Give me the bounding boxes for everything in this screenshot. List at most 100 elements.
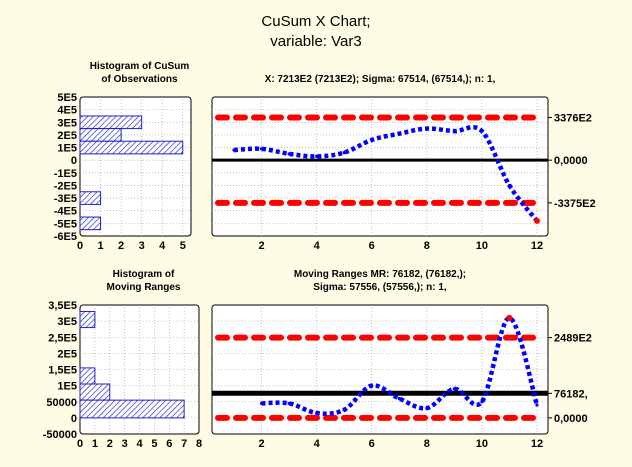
mr-histogram-y-tick-label: 2,5E5	[48, 332, 77, 344]
mr-control-x-tick-label: 12	[531, 438, 543, 450]
cusum-histogram-x-tick-label: 0	[77, 240, 83, 252]
mr-histogram-y-tick-label: -50000	[43, 429, 77, 441]
mr-control-data-point	[315, 411, 319, 415]
cusum-control-title-line-1: X: 7213E2 (7213E2); Sigma: 67514, (67514…	[265, 74, 496, 85]
cusum-control-x-tick-label: 12	[531, 240, 543, 252]
mr-histogram-x-tick-label: 8	[196, 438, 202, 450]
cusum-control-data-point	[533, 217, 540, 224]
cusum-control-x-tick-label: 4	[314, 240, 321, 252]
mr-histogram-x-tick-label: 0	[77, 438, 83, 450]
cusum-control-data-point	[287, 152, 291, 156]
mr-histogram-title-line-2: Moving Ranges	[107, 282, 181, 293]
cusum-control-series-line	[233, 125, 539, 223]
cusum-histogram-y-tick-label: -5E5	[54, 218, 77, 230]
cusum-control-limit-label: -3375E2	[554, 198, 596, 210]
mr-control-data-point	[287, 401, 291, 405]
cusum-control-x-tick-label: 10	[476, 240, 488, 252]
cusum-histogram-y-tick-label: 5E5	[57, 92, 77, 104]
cusum-control-data-point	[480, 129, 484, 133]
cusum-histogram-y-tick-label: -2E5	[54, 180, 77, 192]
mr-histogram-x-tick-label: 5	[151, 438, 157, 450]
cusum-histogram-y-tick-label: 0	[71, 155, 77, 167]
chart-subtitle: variable: Var3	[270, 33, 361, 50]
cusum-histogram-y-tick-label: 3E5	[57, 117, 77, 129]
cusum-histogram: 5E54E53E52E51E50-1E5-2E5-3E5-4E5-5E5-6E5…	[54, 61, 192, 252]
cusum-histogram-bar	[79, 140, 184, 155]
cusum-histogram-bar	[79, 128, 122, 142]
mr-histogram-title-line-1: Histogram of	[113, 269, 175, 280]
mr-control-title-line-1: Moving Ranges MR: 76182, (76182,);	[294, 269, 466, 280]
mr-control-x-tick-label: 8	[424, 438, 430, 450]
mr-histogram-y-tick-label: 1,5E5	[48, 365, 77, 377]
cusum-histogram-y-tick-label: 1E5	[57, 143, 77, 155]
cusum-histogram-x-tick-label: 3	[139, 240, 145, 252]
mr-control-data-point	[535, 403, 539, 407]
cusum-histogram-x-tick-label: 2	[118, 240, 124, 252]
cusum-histogram-x-tick-label: 5	[180, 240, 186, 252]
cusum-control-data-point	[452, 129, 456, 133]
cusum-control-data-point	[370, 138, 374, 142]
chart-title: CuSum X Chart;	[261, 13, 370, 30]
mr-control-limit-label: 76182,	[554, 388, 588, 400]
cusum-control-data-point	[259, 147, 264, 151]
mr-histogram-y-tick-label: 3E5	[57, 316, 77, 328]
mr-control-data-point	[370, 384, 374, 388]
mr-histogram-y-tick-label: 2E5	[57, 348, 77, 360]
cusum-histogram-y-tick-label: -6E5	[54, 231, 77, 243]
cusum-histogram-x-tick-label: 1	[97, 240, 103, 252]
mr-histogram-bar	[79, 310, 96, 329]
mr-control-title-line-2: Sigma: 57556, (57556,); n: 1,	[313, 282, 447, 293]
cusum-control-x-tick-label: 8	[424, 240, 430, 252]
mr-control-data-point	[425, 406, 429, 410]
cusum-control-data-point	[232, 148, 236, 152]
cusum-histogram-title-line-2: of Observations	[101, 74, 178, 85]
mr-control-x-tick-label: 2	[259, 438, 265, 450]
cusum-control-x-tick-label: 2	[259, 240, 265, 252]
cusum-control-data-point	[342, 151, 346, 155]
mr-histogram-x-tick-label: 6	[166, 438, 172, 450]
mr-control-limit-label: 2489E2	[554, 333, 592, 345]
mr-control-series-line	[261, 315, 540, 416]
cusum-histogram-y-tick-label: 2E5	[57, 130, 77, 142]
cusum-histogram-bar	[79, 191, 102, 205]
cusum-histogram-y-tick-label: 4E5	[57, 105, 77, 117]
mr-control-data-point	[342, 408, 346, 412]
mr-control-data-point	[480, 400, 484, 404]
cusum-control-limit-label: 0,0000	[554, 155, 588, 167]
cusum-histogram-y-tick-label: -3E5	[54, 193, 77, 205]
mr-histogram-x-tick-label: 2	[107, 438, 113, 450]
cusum-histogram-y-tick-label: -4E5	[54, 206, 77, 218]
cusum-control-limit-label: 3376E2	[554, 113, 592, 125]
mr-control-data-point	[506, 314, 513, 321]
cusum-histogram-x-tick-label: 4	[159, 240, 166, 252]
mr-histogram-x-tick-label: 3	[122, 438, 128, 450]
cusum-control-x-tick-label: 6	[369, 240, 375, 252]
mr-control-limit-label: 0,0000	[554, 413, 588, 425]
mr-histogram-y-tick-label: 50000	[46, 397, 77, 409]
cusum-histogram-bar	[79, 115, 143, 130]
cusum-control: 2 4 6 8 10 12 3376E2 0,0000 -3375E2 X: 7213E2 (72…	[211, 74, 596, 252]
mr-histogram-y-tick-label: 0	[71, 413, 77, 425]
mr-histogram-y-tick-label: 3,5E5	[48, 300, 77, 312]
mr-histogram-x-tick-label: 1	[92, 438, 98, 450]
cusum-histogram-y-tick-label: -1E5	[54, 168, 77, 180]
mr-control-data-point	[259, 401, 264, 405]
cusum-histogram-title-line-1: Histogram of CuSum	[90, 61, 190, 72]
mr-histogram-bar	[79, 383, 111, 401]
mr-control-x-tick-label: 4	[314, 438, 321, 450]
mr-histogram-bar	[79, 399, 185, 419]
cusum-control-data-point	[397, 132, 401, 136]
cusum-histogram-bar	[79, 216, 102, 231]
mr-control-data-point	[452, 387, 456, 391]
mr-control-data-point	[397, 396, 401, 401]
mr-histogram-x-tick-label: 4	[136, 438, 143, 450]
cusum-control-data-point	[315, 154, 319, 158]
mr-control: 2 4 6 8 10 12 2489E2 76182, 0,0000 Moving Ranges …	[211, 269, 592, 450]
mr-histogram-bar	[79, 367, 96, 385]
cusum-control-data-point	[425, 126, 429, 131]
mr-control-x-tick-label: 6	[369, 438, 375, 450]
mr-histogram-y-tick-label: 1E5	[57, 381, 77, 393]
cusum-control-data-point	[507, 183, 512, 188]
